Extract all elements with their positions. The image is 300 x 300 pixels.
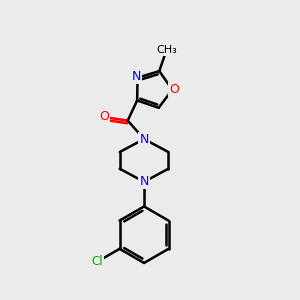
Text: O: O xyxy=(99,110,109,123)
Text: N: N xyxy=(131,70,141,83)
Text: O: O xyxy=(169,83,179,96)
Text: Cl: Cl xyxy=(92,254,103,268)
Text: CH₃: CH₃ xyxy=(156,45,177,55)
Text: N: N xyxy=(140,133,149,146)
Text: N: N xyxy=(140,175,149,188)
